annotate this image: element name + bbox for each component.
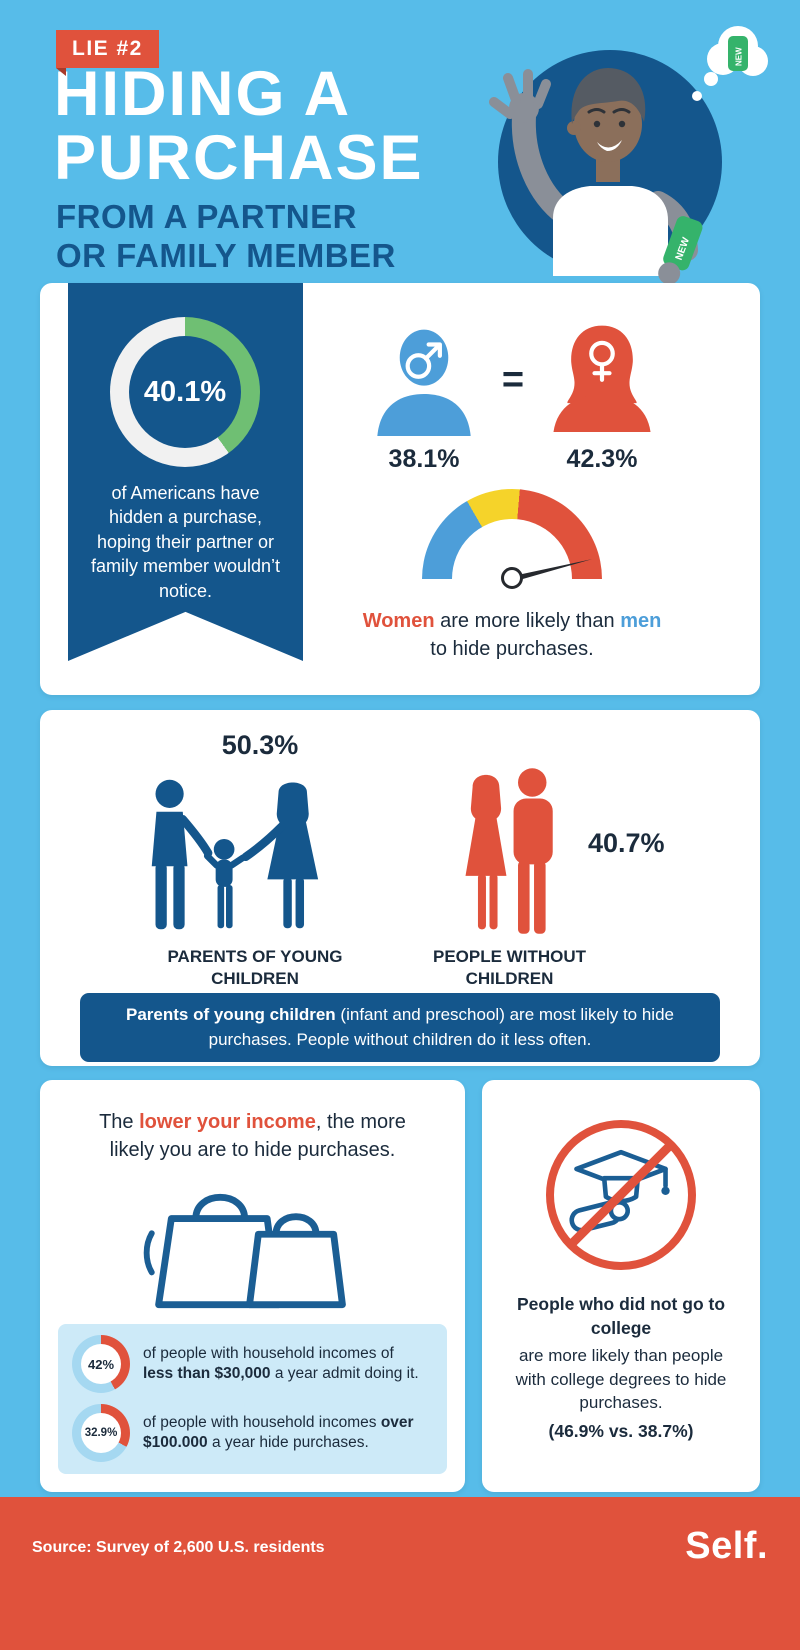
children-banner: Parents of young children (infant and pr… xyxy=(80,993,720,1063)
donut-chart-hidden-purchase: 40.1% xyxy=(110,317,260,467)
caption-mid: are more likely than xyxy=(434,610,621,632)
high-income-text: of people with household incomes over $1… xyxy=(143,1413,428,1454)
donut-center-value: 40.1% xyxy=(129,336,241,448)
high-income-post: a year hide purchases. xyxy=(207,1434,369,1451)
tshirt xyxy=(553,186,668,276)
no-college-icon xyxy=(546,1120,696,1270)
card-college: People who did not go to college are mor… xyxy=(482,1080,760,1492)
thought-bubble-icon: NEW xyxy=(692,26,768,101)
donut-chart-low-income: 42% xyxy=(72,1335,130,1393)
low-income-text: of people with household incomes of less… xyxy=(143,1344,428,1385)
gender-caption: Women are more likely than men to hide p… xyxy=(332,607,692,663)
footer-bar: Source: Survey of 2,600 U.S. residents S… xyxy=(0,1497,800,1650)
low-income-pre: of people with household incomes of xyxy=(143,1344,394,1362)
female-silhouette-icon xyxy=(553,325,651,432)
no-children-label: PEOPLE WITHOUT CHILDREN xyxy=(433,947,586,989)
gauge-chart xyxy=(422,489,602,589)
parents-percentage: 50.3% xyxy=(221,730,299,760)
male-percentage: 38.1% xyxy=(388,445,460,473)
income-heading-highlight: lower your income xyxy=(139,1111,316,1133)
high-income-pre: of people with household incomes xyxy=(143,1413,381,1431)
male-silhouette-icon xyxy=(377,329,471,436)
parents-label: PARENTS OF YOUNG CHILDREN xyxy=(167,947,343,989)
income-heading: The lower your income, the more likely y… xyxy=(85,1108,420,1165)
couple-silhouette-icon xyxy=(465,768,553,934)
prohibition-circle-icon xyxy=(546,1120,696,1270)
page-subtitle: FROM A PARTNER OR FAMILY MEMBER xyxy=(56,198,396,276)
caption-line2: to hide purchases. xyxy=(430,638,594,660)
stat-ribbon: 40.1% of Americans have hidden a purchas… xyxy=(68,283,303,661)
card-hidden-purchase: 40.1% of Americans have hidden a purchas… xyxy=(40,283,760,695)
bubble-phone-icon: NEW xyxy=(728,36,748,71)
page-title: HIDING A PURCHASE xyxy=(54,62,424,191)
family-silhouette-icon xyxy=(151,779,319,930)
college-body: are more likely than people with college… xyxy=(515,1346,727,1413)
donut-high-income-value: 32.9% xyxy=(81,1413,121,1453)
lie-number-badge: LIE #2 xyxy=(56,30,159,76)
gauge-pivot xyxy=(501,567,523,589)
caption-women: Women xyxy=(362,610,435,632)
shopping-bags-icon xyxy=(143,1194,346,1309)
female-percentage: 42.3% xyxy=(566,445,638,473)
title-line-1: HIDING A xyxy=(54,59,352,129)
phone-icon: NEW xyxy=(658,216,703,285)
male-symbol-icon xyxy=(405,342,442,379)
subtitle-line-2: OR FAMILY MEMBER xyxy=(56,236,396,274)
income-stats-panel: 42% of people with household incomes of … xyxy=(58,1324,447,1474)
brand-logo: Self. xyxy=(685,1525,768,1567)
income-heading-pre: The xyxy=(99,1111,140,1133)
banner-bold: Parents of young children xyxy=(126,1005,336,1024)
low-income-post: a year admit doing it. xyxy=(270,1365,419,1382)
source-text: Source: Survey of 2,600 U.S. residents xyxy=(32,1539,325,1556)
caption-men: men xyxy=(620,610,662,632)
donut-chart-high-income: 32.9% xyxy=(72,1404,130,1462)
man-head xyxy=(567,68,646,182)
card-children: 50.3% PARENTS OF Y xyxy=(40,710,760,1066)
subtitle-line-1: FROM A PARTNER xyxy=(56,198,357,235)
college-stat: (46.9% vs. 38.7%) xyxy=(548,1420,694,1441)
college-bold-intro: People who did not go to college xyxy=(516,1294,726,1339)
high-income-bold: over $100.000 xyxy=(143,1413,414,1451)
income-stat-row: 32.9% of people with household incomes o… xyxy=(72,1404,434,1462)
card-income: The lower your income, the more likely y… xyxy=(40,1080,465,1492)
ribbon-description: of Americans have hidden a purchase, hop… xyxy=(90,483,281,601)
income-stat-row: 42% of people with household incomes of … xyxy=(72,1335,434,1393)
banner-rest: (infant and preschool) are most likely t… xyxy=(208,1005,674,1049)
low-income-bold: less than $30,000 xyxy=(143,1365,271,1382)
female-symbol-icon xyxy=(589,340,615,382)
illustration-man-waving: NEW NEW xyxy=(489,26,768,285)
no-children-percentage: 40.7% xyxy=(588,828,665,858)
title-line-2: PURCHASE xyxy=(54,123,424,194)
bubble-phone-label: NEW xyxy=(735,47,744,66)
donut-low-income-value: 42% xyxy=(81,1344,121,1384)
income-heading-post: , the more likely you are to hide purcha… xyxy=(109,1111,406,1162)
equals-sign: = xyxy=(501,359,525,401)
college-text: People who did not go to college are mor… xyxy=(506,1292,736,1447)
